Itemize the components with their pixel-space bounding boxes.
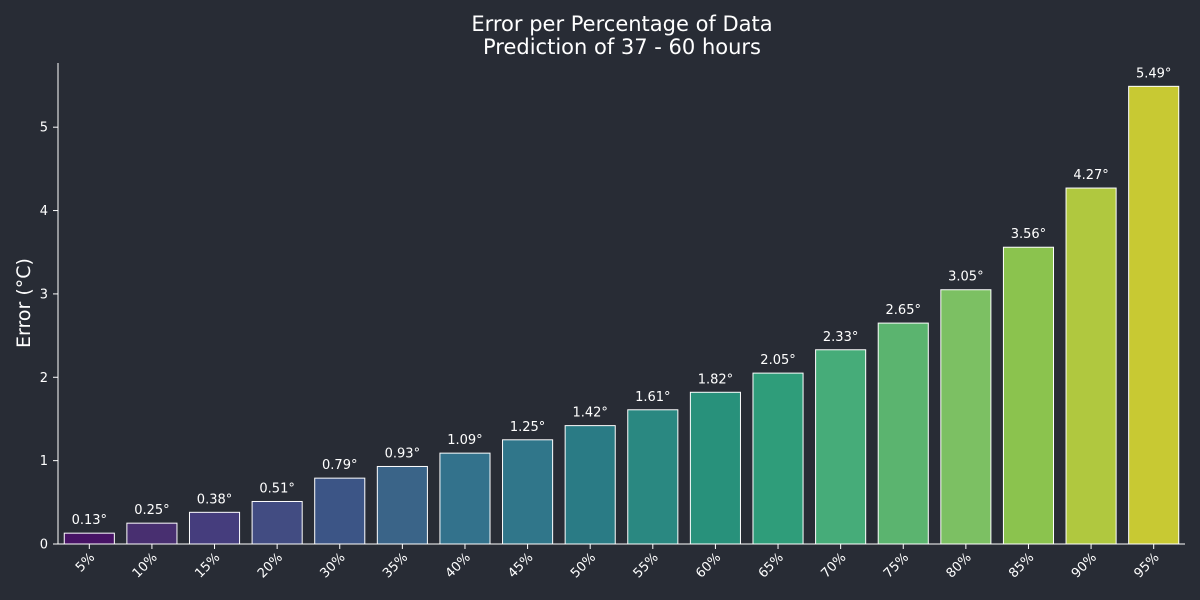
bar-65pct <box>752 372 804 545</box>
bar-55pct <box>627 409 679 545</box>
bar-40pct <box>439 452 491 545</box>
chart-subtitle: Prediction of 37 - 60 hours <box>483 35 761 59</box>
y-tick-label: 4 <box>40 204 48 219</box>
bar-95pct <box>1128 85 1180 545</box>
y-tick-label: 5 <box>40 121 48 136</box>
x-tick-label: 50% <box>568 550 599 581</box>
x-tick-label: 45% <box>505 550 536 581</box>
x-tick-label: 5% <box>73 550 98 575</box>
x-tick-label: 65% <box>756 550 787 581</box>
y-axis-ticks: 0 1 2 3 4 5 <box>40 121 58 553</box>
data-label: 0.25° <box>134 503 169 518</box>
x-tick-label: 80% <box>944 550 975 581</box>
x-tick-label: 15% <box>192 550 223 581</box>
data-label: 1.42° <box>572 406 607 421</box>
data-label: 0.13° <box>72 513 107 528</box>
bar-20pct <box>251 500 303 545</box>
data-label: 4.27° <box>1073 168 1108 183</box>
chart-title: Error per Percentage of Data <box>471 12 772 36</box>
bar-50pct <box>564 425 616 545</box>
data-label: 1.61° <box>635 390 670 405</box>
bar-75pct <box>877 322 929 545</box>
data-label: 1.25° <box>510 420 545 435</box>
x-tick-label: 35% <box>380 550 411 581</box>
x-tick-label: 10% <box>130 550 161 581</box>
data-label: 0.79° <box>322 458 357 473</box>
bar-60pct <box>689 391 741 545</box>
x-tick-label: 90% <box>1069 550 1100 581</box>
bar-5pct <box>63 532 115 545</box>
bar-85pct <box>1002 246 1055 545</box>
y-tick-label: 1 <box>40 454 48 469</box>
bar-15pct <box>188 511 241 545</box>
data-label: 0.38° <box>197 492 232 507</box>
data-label: 2.65° <box>886 303 921 318</box>
data-label: 1.09° <box>447 433 482 448</box>
data-label: 0.93° <box>385 446 420 461</box>
x-tick-label: 30% <box>318 550 349 581</box>
data-label: 2.33° <box>823 330 858 345</box>
data-label: 5.49° <box>1136 66 1171 81</box>
x-tick-label: 95% <box>1131 550 1162 581</box>
bar-90pct <box>1065 187 1117 545</box>
data-label: 3.05° <box>948 270 983 285</box>
data-label: 0.51° <box>259 481 294 496</box>
bar-10pct <box>126 522 178 545</box>
y-tick-label: 0 <box>40 538 48 553</box>
x-tick-label: 40% <box>443 550 474 581</box>
bar-35pct <box>376 465 428 545</box>
x-tick-label: 55% <box>631 550 662 581</box>
data-label: 1.82° <box>698 372 733 387</box>
bar-45pct <box>502 439 554 545</box>
data-labels: 0.13° 0.25° 0.38° 0.51° 0.79° 0.93° 1.09° 1.25°… <box>72 66 1172 528</box>
bar-30pct <box>314 477 366 545</box>
x-tick-label: 85% <box>1006 550 1037 581</box>
x-tick-label: 70% <box>818 550 849 581</box>
x-tick-label: 20% <box>255 550 286 581</box>
y-tick-label: 3 <box>40 287 48 302</box>
bar-80pct <box>940 289 992 545</box>
x-tick-label: 60% <box>693 550 724 581</box>
x-axis-ticks: 5% 10% 15% 20% 30% 35% 40% 45% 50% 55% 60% 65% 70% 75… <box>73 544 1163 581</box>
x-tick-label: 75% <box>881 550 912 581</box>
bar-70pct <box>815 349 867 545</box>
data-label: 3.56° <box>1011 227 1046 242</box>
data-label: 2.05° <box>760 353 795 368</box>
y-axis-label: Error (°C) <box>13 258 35 348</box>
bars <box>63 85 1180 545</box>
y-tick-label: 2 <box>40 371 48 386</box>
